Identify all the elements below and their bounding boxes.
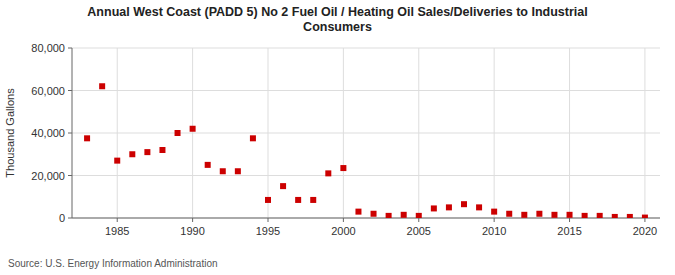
x-tick-label: 1985 [105, 225, 129, 237]
point [551, 212, 557, 218]
title-line: Annual West Coast (PADD 5) No 2 Fuel Oil… [87, 5, 587, 19]
y-tick-label: 80,000 [31, 42, 65, 54]
grid [72, 48, 660, 218]
grid-line-x [268, 48, 269, 218]
grid-line-y [72, 90, 660, 91]
y-tick [68, 133, 72, 134]
x-tick-label: 1990 [180, 225, 204, 237]
x-tick [569, 218, 570, 222]
x-tick [418, 218, 419, 222]
x-tick [494, 218, 495, 222]
x-tick [268, 218, 269, 222]
x-tick [117, 218, 118, 222]
grid-line-y [72, 133, 660, 134]
y-tick [68, 175, 72, 176]
point [310, 197, 316, 203]
point [491, 209, 497, 215]
point [295, 197, 301, 203]
point [506, 211, 512, 217]
y-tick-label: 20,000 [31, 170, 65, 182]
point [416, 213, 422, 218]
point [190, 126, 196, 132]
point [99, 83, 105, 89]
title-line: Consumers [303, 20, 372, 34]
y-tick-label: 0 [59, 212, 65, 224]
grid-line-y [72, 175, 660, 176]
point [175, 130, 181, 136]
chart-container: Annual West Coast (PADD 5) No 2 Fuel Oil… [0, 0, 675, 275]
grid-line-y [72, 48, 660, 49]
point [597, 213, 603, 218]
x-tick-label: 2005 [407, 225, 431, 237]
x-tick-label: 2000 [331, 225, 355, 237]
point [521, 212, 527, 218]
point [340, 165, 346, 171]
y-tick-label: 40,000 [31, 127, 65, 139]
y-tick [68, 90, 72, 91]
point [325, 170, 331, 176]
point [431, 205, 437, 211]
point [536, 211, 542, 217]
point [386, 213, 392, 218]
point [205, 162, 211, 168]
x-tick [343, 218, 344, 222]
grid-line-x [418, 48, 419, 218]
point [582, 213, 588, 218]
point [159, 147, 165, 153]
grid-line-x [644, 48, 645, 218]
title: Annual West Coast (PADD 5) No 2 Fuel Oil… [87, 5, 587, 34]
point [250, 135, 256, 141]
points [84, 83, 648, 218]
point [612, 214, 618, 218]
point [265, 197, 271, 203]
chart-svg: Annual West Coast (PADD 5) No 2 Fuel Oil… [0, 0, 675, 275]
point [220, 168, 226, 174]
x-tick [644, 218, 645, 222]
source-note: Source: U.S. Energy Information Administ… [8, 258, 218, 269]
grid-line-x [343, 48, 344, 218]
point [129, 151, 135, 157]
y-tick [68, 48, 72, 49]
grid-line-x [494, 48, 495, 218]
y-tick-label: 60,000 [31, 85, 65, 97]
point [114, 158, 120, 164]
point [627, 214, 633, 218]
y-tick [68, 218, 72, 219]
point [355, 209, 361, 215]
y-axis-label: Thousand Gallons [4, 88, 16, 178]
point [446, 204, 452, 210]
x-tick-label: 2020 [633, 225, 657, 237]
grid-line-x [192, 48, 193, 218]
point [476, 204, 482, 210]
y-axis-line [72, 48, 73, 218]
point [280, 183, 286, 189]
point [144, 149, 150, 155]
point [567, 212, 573, 218]
x-tick [192, 218, 193, 222]
point [84, 135, 90, 141]
x-tick-label: 1995 [256, 225, 280, 237]
axes: 0 20,000 40,000 60,000 80,000 1985 1990 1995 200… [31, 42, 660, 237]
point [461, 201, 467, 207]
point [401, 212, 407, 218]
grid-line-x [117, 48, 118, 218]
grid-line-x [569, 48, 570, 218]
x-tick-label: 2010 [482, 225, 506, 237]
point [642, 215, 648, 218]
point [371, 211, 377, 217]
point [235, 168, 241, 174]
x-tick-label: 2015 [557, 225, 581, 237]
